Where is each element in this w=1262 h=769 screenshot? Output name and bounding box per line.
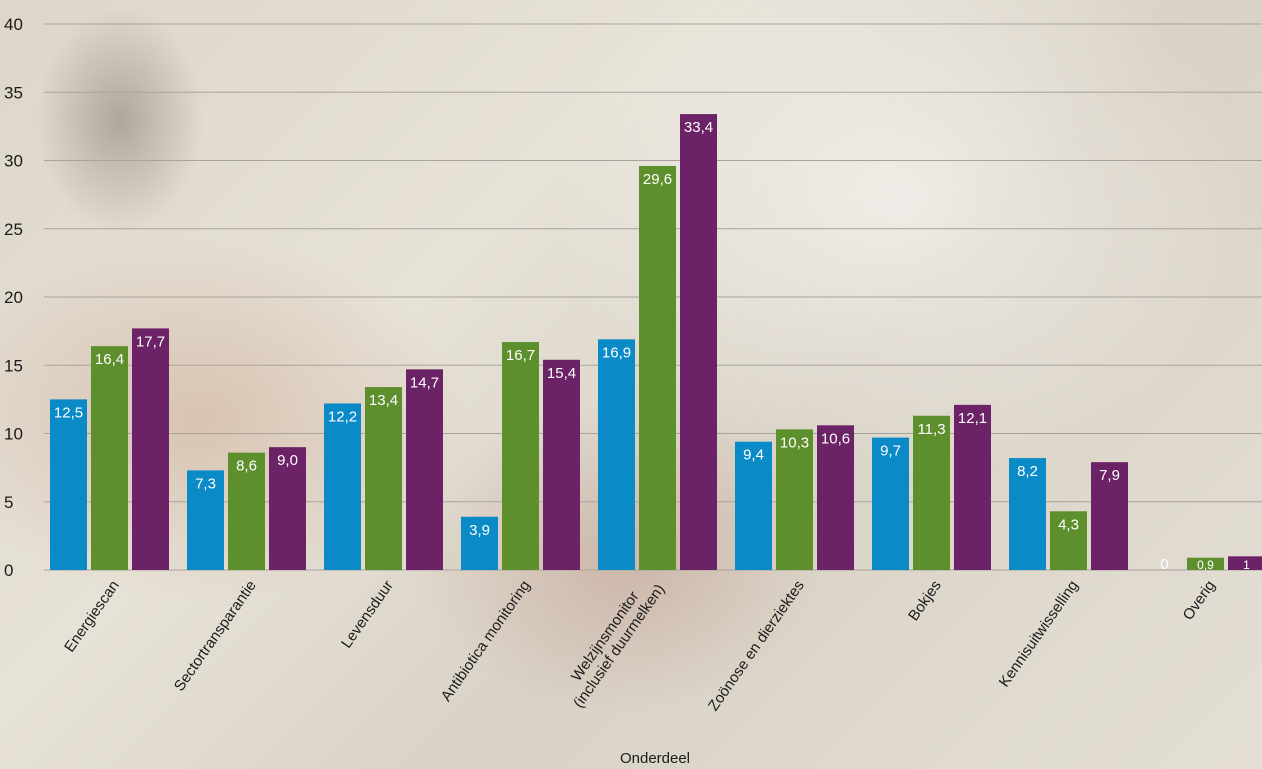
bar — [132, 328, 169, 570]
value-label: 4,3 — [1058, 516, 1079, 533]
bar — [543, 359, 580, 570]
x-tick-label: Sectortransparantie — [171, 577, 260, 694]
value-label: 16,4 — [95, 351, 124, 368]
x-tick-label-line: Sectortransparantie — [171, 577, 260, 694]
bar — [406, 369, 443, 570]
value-label: 9,4 — [743, 447, 764, 464]
y-tick-label: 35 — [4, 83, 23, 102]
value-label: 11,3 — [917, 421, 945, 438]
x-tick-label-line: Bokjes — [905, 577, 945, 624]
value-label: 9,7 — [880, 443, 901, 460]
x-tick-label: Overig — [1180, 577, 1219, 623]
x-tick-label-line: Energiescan — [61, 577, 123, 655]
x-axis: Energiescan Sectortransparantie Levensduur… — [61, 577, 1219, 714]
bar — [1009, 458, 1046, 570]
y-tick-label: 15 — [4, 356, 23, 375]
value-label: 29,6 — [643, 171, 672, 188]
bar — [776, 429, 813, 570]
value-label: 10,3 — [780, 434, 809, 451]
value-label: 0 — [1160, 556, 1168, 573]
x-tick-label-line: Zoönose en dierziektes — [705, 577, 808, 714]
x-tick-label-line: Kennisuitwisselling — [996, 577, 1082, 690]
value-label: 15,4 — [547, 365, 576, 382]
x-tick-label: Bokjes — [905, 577, 945, 624]
x-tick-label: Antibiotica monitoring — [438, 577, 534, 704]
x-tick-label: Energiescan — [61, 577, 123, 655]
bar — [269, 447, 306, 570]
value-label: 14,7 — [410, 374, 439, 391]
bar — [680, 114, 717, 570]
value-label: 12,1 — [958, 410, 987, 427]
value-label: 13,4 — [369, 392, 398, 409]
bar — [1187, 557, 1224, 570]
x-tick-label: Kennisuitwisselling — [996, 577, 1082, 690]
y-tick-label: 10 — [4, 425, 23, 444]
value-label: 0,9 — [1197, 558, 1214, 572]
bar — [954, 404, 991, 570]
y-tick-label: 40 — [4, 15, 23, 34]
value-label: 10,6 — [821, 430, 850, 447]
value-label: 33,4 — [684, 119, 713, 136]
value-label: 9,0 — [277, 452, 298, 469]
value-label: 16,7 — [506, 347, 535, 364]
value-label: 16,9 — [602, 344, 631, 361]
bar — [1228, 556, 1262, 570]
x-tick-label: Levensduur — [338, 577, 397, 651]
y-tick-label: 5 — [4, 493, 13, 512]
x-axis-title: Onderdeel — [620, 750, 690, 767]
bars — [50, 114, 1262, 570]
x-tick-label: Zoönose en dierziektes — [705, 577, 808, 714]
x-tick-label-line: Antibiotica monitoring — [438, 577, 534, 704]
bar — [639, 165, 676, 570]
y-tick-label: 25 — [4, 220, 23, 239]
value-labels: 12,5 16,4 17,7 7,3 8,6 9,0 12,2 13,4 14,7 3,9 16,7… — [54, 119, 1250, 573]
x-tick-label: Welzijnsmonitor(inclusief duurmelken) — [568, 581, 668, 711]
bar — [817, 425, 854, 570]
bar — [228, 452, 265, 570]
bar — [50, 399, 87, 570]
value-label: 8,6 — [236, 458, 257, 475]
bar — [872, 437, 909, 570]
value-label: 17,7 — [136, 333, 165, 350]
y-tick-label: 20 — [4, 288, 23, 307]
bar — [1091, 462, 1128, 570]
value-label: 12,5 — [54, 404, 83, 421]
x-tick-label-line: Overig — [1180, 577, 1219, 623]
y-tick-label: 0 — [4, 561, 13, 580]
bar — [91, 346, 128, 570]
bar — [461, 516, 498, 570]
bar — [365, 387, 402, 570]
value-label: 3,9 — [469, 522, 490, 539]
value-label: 12,2 — [328, 408, 357, 425]
value-label: 1 — [1243, 558, 1250, 572]
bar — [913, 415, 950, 570]
value-label: 8,2 — [1017, 463, 1038, 480]
bar — [324, 403, 361, 570]
bar — [1050, 511, 1087, 570]
value-label: 7,9 — [1099, 467, 1120, 484]
value-label: 7,3 — [195, 475, 216, 492]
y-axis: 0 5 10 15 20 25 30 35 40 — [4, 15, 23, 580]
x-tick-label-line: Levensduur — [338, 577, 397, 651]
bar — [598, 339, 635, 570]
bar — [735, 441, 772, 570]
bar — [502, 342, 539, 570]
y-tick-label: 30 — [4, 152, 23, 171]
bar — [187, 470, 224, 570]
